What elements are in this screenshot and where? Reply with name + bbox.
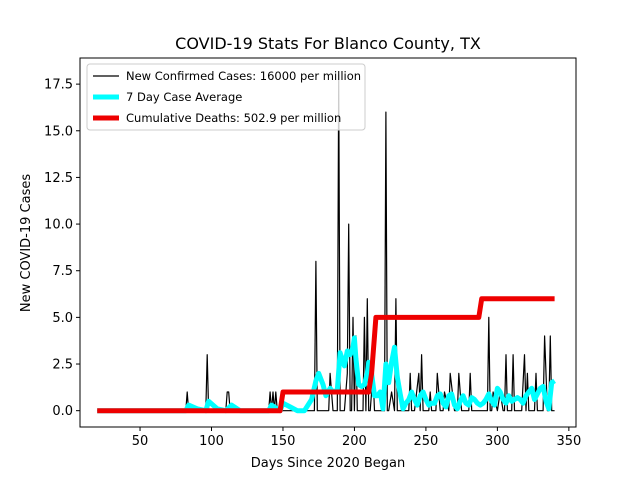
y-tick-label: 2.5	[52, 358, 73, 373]
y-tick-label: 0.0	[52, 404, 73, 419]
y-tick-label: 10.0	[44, 218, 73, 233]
series-line-new-cases	[97, 74, 555, 412]
x-tick-label: 250	[413, 434, 438, 449]
series-line-seven-day-average	[97, 335, 556, 414]
legend-label-cumulative-deaths: Cumulative Deaths: 502.9 per million	[126, 111, 341, 125]
y-tick-label: 5.0	[52, 311, 73, 326]
legend-box	[86, 63, 366, 131]
x-tick-label: 50	[132, 434, 149, 449]
y-tick-label: 12.5	[44, 171, 73, 186]
y-axis-label: New COVID-19 Cases	[19, 174, 34, 312]
y-tick-label: 7.5	[52, 264, 73, 279]
legend-label-new-cases: New Confirmed Cases: 16000 per million	[126, 69, 361, 83]
y-tick-label: 15.0	[44, 124, 73, 139]
x-tick-label: 350	[556, 434, 581, 449]
plot-area: 50 100 150 200 250 300 350 0.0 2.5 5.0 7.5 10.0 12.5…	[44, 57, 581, 449]
y-tick-label: 17.5	[44, 78, 73, 93]
chart-title: COVID-19 Stats For Blanco County, TX	[175, 34, 481, 53]
x-tick-label: 300	[485, 434, 510, 449]
legend-label-seven-day-average: 7 Day Case Average	[126, 90, 242, 104]
x-axis-label: Days Since 2020 Began	[251, 456, 406, 471]
axes-frame	[79, 57, 577, 428]
x-tick-label: 100	[199, 434, 224, 449]
x-tick-label: 200	[342, 434, 367, 449]
x-tick-label: 150	[271, 434, 296, 449]
series-line-cumulative-deaths	[97, 296, 555, 414]
